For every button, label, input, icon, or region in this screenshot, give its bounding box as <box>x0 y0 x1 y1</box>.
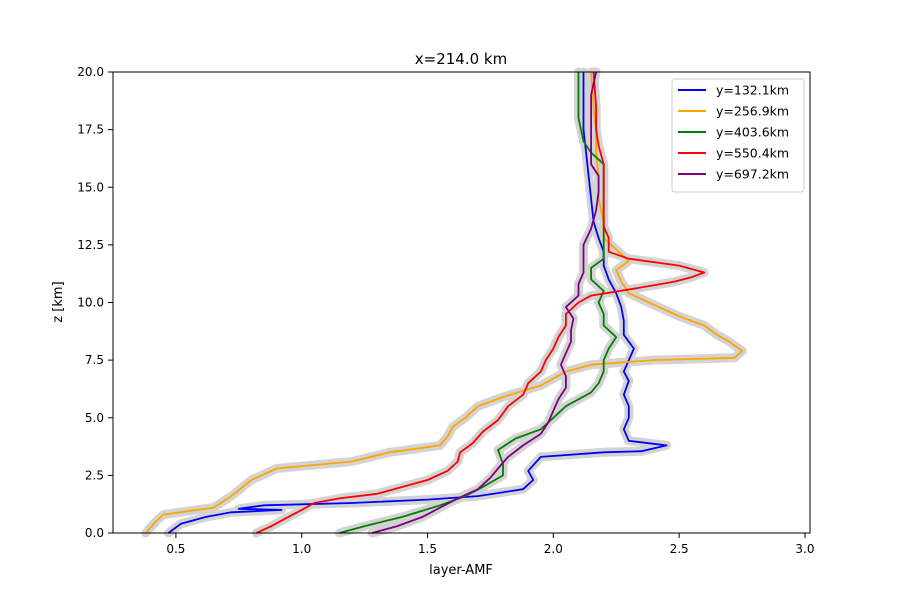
y-axis: 0.0 2.5 5.0 7.5 10.0 12.5 15.0 17.5 20.0 <box>77 65 113 540</box>
series-line-1 <box>167 72 668 534</box>
legend-entry: y=550.4km <box>716 146 789 161</box>
x-tick-label: 2.5 <box>670 542 689 556</box>
legend-entry: y=697.2km <box>716 167 789 182</box>
x-axis: 0.5 1.0 1.5 2.0 2.5 3.0 <box>166 533 815 556</box>
series-lines <box>145 71 743 534</box>
y-tick-label: 0.0 <box>85 526 104 540</box>
legend-entry: y=132.1km <box>716 83 789 98</box>
x-tick-label: 1.0 <box>292 542 311 556</box>
x-tick-label: 0.5 <box>166 542 185 556</box>
y-tick-label: 20.0 <box>77 65 104 79</box>
x-tick-label: 2.0 <box>544 542 563 556</box>
y-tick-label: 15.0 <box>77 180 104 194</box>
x-tick-label: 1.5 <box>418 542 437 556</box>
y-tick-label: 10.0 <box>77 296 104 310</box>
y-tick-label: 12.5 <box>77 238 104 252</box>
series-line-4 <box>256 71 706 534</box>
y-tick-label: 2.5 <box>85 468 104 482</box>
y-tick-label: 5.0 <box>85 411 104 425</box>
legend-entry: y=256.9km <box>716 104 789 119</box>
chart-title: x=214.0 km <box>415 50 507 68</box>
y-axis-label: z [km] <box>51 281 66 322</box>
x-axis-label: layer-AMF <box>429 563 493 578</box>
legend: y=132.1km y=256.9km y=403.6km y=550.4km y=69… <box>671 78 805 193</box>
series-line-5 <box>371 71 600 534</box>
legend-box <box>671 78 805 193</box>
y-tick-label: 17.5 <box>77 123 104 137</box>
legend-entry: y=403.6km <box>716 125 789 140</box>
x-tick-label: 3.0 <box>795 542 814 556</box>
y-tick-label: 7.5 <box>85 353 104 367</box>
